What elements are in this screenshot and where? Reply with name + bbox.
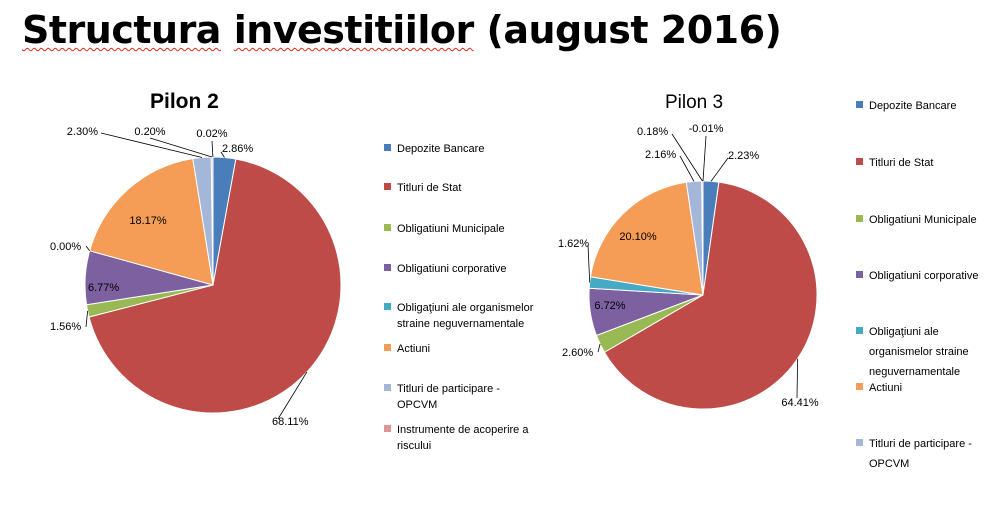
pie-1-leader-line [149,137,213,158]
pie-2-legend-swatch [856,158,863,165]
pie-2-leader-line [587,244,591,283]
pie-2-legend-label: Titluri de Stat [869,157,933,169]
pie-1-data-label: 2.30% [67,126,98,138]
pie-1-title: Pilon 2 [150,90,219,113]
pie-1-legend: Depozite Bancare Titluri de Stat Obligatiu… [384,143,534,452]
pie-2-data-label: 6.72% [594,300,625,312]
pie-2-data-label: -0.01% [689,123,724,135]
title-word-investitiilor: investitiilor [233,8,475,52]
pie-2-data-label: 0.18% [637,126,668,138]
pie-1-legend-swatch [384,303,391,310]
pie-2-legend-label: Depozite Bancare [869,100,956,112]
pie-1-data-label: 6.77% [88,282,119,294]
pie-chart-1: Pilon 2 2.86% 68.11% 1.56% 6.77% 0.00% 18.17% 2… [50,90,534,452]
pie-2-leader-line [597,343,601,353]
pie-2-slice-2 [603,181,818,410]
pie-1-legend-label: Actiuni [397,343,430,355]
pie-1-legend-label: Titluri de participare - [397,383,500,395]
pie-2-leader-line [796,358,798,399]
pie-1-legend-label: Depozite Bancare [397,143,484,155]
pie-2-title: Pilon 3 [665,92,723,113]
pie-1-legend-label: Titluri de Stat [397,182,461,194]
pie-1-data-label: 0.02% [196,128,227,140]
pie-1-data-label: 1.56% [50,321,81,333]
pie-2-data-label: 64.41% [781,397,819,409]
pie-2-data-label: 2.23% [728,150,759,162]
pie-1-legend-swatch [384,224,391,231]
pie-2-leader-line [702,135,707,182]
pie-1-data-label: 68.11% [272,416,309,428]
pie-2-data-label: 1.62% [558,238,589,250]
pie-1-leader-line [211,140,214,158]
pie-1-legend-swatch [384,384,391,391]
pie-2-legend-swatch [856,215,863,222]
pie-1-leader-line [220,151,225,158]
pie-2-legend-swatch [856,101,863,108]
pie-2-legend: Depozite Bancare Titluri de Stat Obligatiu… [856,100,978,470]
pie-1-leader-line [85,245,91,252]
pie-1-data-label: 0.20% [134,126,165,138]
pie-1-data-label: 2.86% [222,143,253,155]
pie-1-legend-label: Obligatiuni Municipale [397,223,505,235]
pie-2-legend-swatch [856,271,863,278]
pie-2-legend-swatch [856,439,863,446]
pie-1-leader-line [85,310,88,328]
pie-1-legend-swatch [384,183,391,190]
pie-1-legend-swatch [384,144,391,151]
pie-2-legend-label: Obligatiuni Municipale [869,214,977,226]
pie-1-legend-label: straine neguvernamentale [397,318,524,330]
pie-1-legend-label: Obligatiuni corporative [397,263,506,275]
pie-1-legend-swatch [384,425,391,432]
pie-1-data-label: 0.00% [50,241,81,253]
pie-1-slice-6 [89,158,214,286]
pie-2-legend-swatch [856,383,863,390]
pie-1-legend-label: OPCVM [397,399,437,411]
pie-2-slice-6 [589,181,704,296]
pie-1-leader-line [277,371,308,420]
pie-2-leader-line [679,155,695,182]
pie-1-legend-swatch [384,264,391,271]
pie-2-leader-line [671,133,703,182]
pie-1-legend-label: Obligaţiuni ale organismelor [397,302,534,314]
pie-2-legend-label: Titluri de participare - [869,438,972,450]
pie-2-legend-label: organismelor straine [869,346,969,358]
pie-2-legend-label: Actiuni [869,382,902,394]
title-word-structura: Structura [22,8,221,52]
pie-2-legend-label: Obligaţiuni ale [869,326,939,338]
pie-1-leader-line [100,132,203,158]
pie-2-data-label: 2.16% [645,149,676,161]
pie-1-legend-label: Instrumente de acoperire a [397,424,529,436]
pie-2-leader-line [710,157,729,182]
pie-1-data-label: 18.17% [129,215,167,227]
pie-2-legend-swatch [856,327,863,334]
pie-chart-2: Pilon 3 2.23% 64.41% 2.60% 6.72% 1.62% 20.10% 2… [558,92,978,470]
pie-2-legend-label: Obligatiuni corporative [869,270,978,282]
pie-2-data-label: 20.10% [619,231,657,243]
pie-2-data-label: 2.60% [562,347,593,359]
pie-1-legend-label: riscului [397,440,431,452]
page-title: Structura investitiilor (august 2016) [22,8,782,52]
pie-1-legend-swatch [384,344,391,351]
pie-2-legend-label: OPCVM [869,458,909,470]
title-date: (august 2016) [486,8,782,52]
pie-2-legend-label: neguvernamentale [869,366,960,378]
